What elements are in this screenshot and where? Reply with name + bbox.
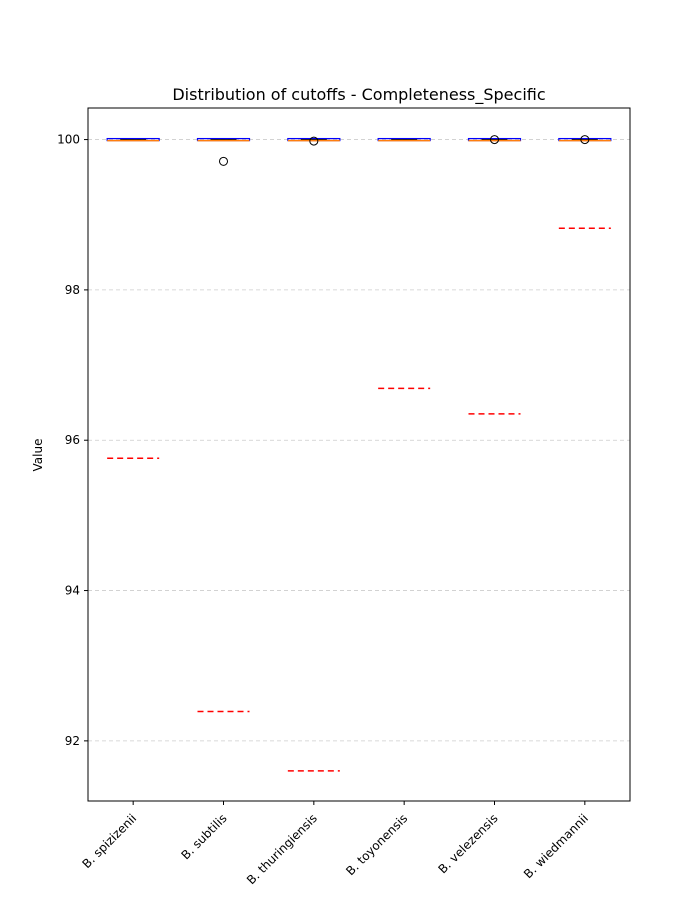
y-axis: 92 94 96 98 100 xyxy=(57,133,88,748)
x-tick-label: B. subtilis xyxy=(178,811,229,862)
outlier-point xyxy=(490,135,499,145)
y-tick-label: 100 xyxy=(57,133,80,147)
outlier-point xyxy=(309,136,319,146)
outlier-points xyxy=(219,135,590,166)
box-series xyxy=(106,137,612,142)
y-axis-label: Value xyxy=(31,439,45,472)
x-tick-label: B. velezensis xyxy=(435,811,500,876)
chart-title: Distribution of cutoffs - Completeness_S… xyxy=(172,85,545,105)
x-tick-label: B. toyonensis xyxy=(343,811,410,878)
outlier-point xyxy=(219,156,228,166)
y-tick-label: 98 xyxy=(65,283,80,297)
plot-area-frame xyxy=(87,107,631,802)
y-tick-label: 92 xyxy=(65,734,80,748)
y-tick-label: 96 xyxy=(65,433,80,447)
outlier-point xyxy=(580,135,590,145)
x-tick-label: B. spizizenii xyxy=(79,811,139,871)
x-tick-label: B. thuringiensis xyxy=(244,811,320,887)
cutoff-lines xyxy=(107,227,611,772)
y-tick-label: 94 xyxy=(65,584,80,598)
grid-lines xyxy=(88,139,630,742)
x-axis: B. spizizenii B. subtilis B. thuringiensis… xyxy=(79,801,591,887)
x-tick-label: B. wiedmannii xyxy=(521,811,591,881)
